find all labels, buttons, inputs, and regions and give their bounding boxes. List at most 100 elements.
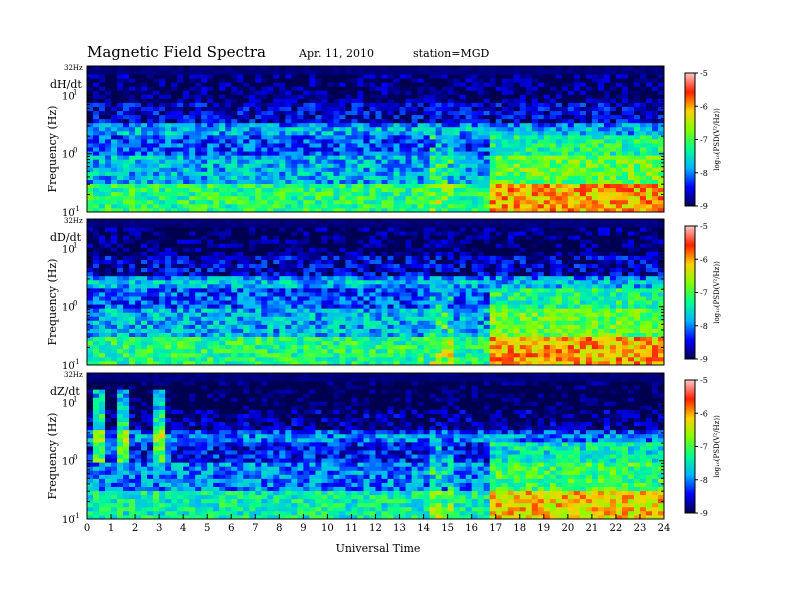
spectrogram-cell bbox=[105, 328, 112, 333]
spectrogram-cell bbox=[657, 360, 665, 366]
spectrogram-cell bbox=[111, 304, 118, 309]
spectrogram-cell bbox=[147, 114, 154, 120]
spectrogram-cell bbox=[273, 118, 280, 124]
spectrogram-cell bbox=[543, 98, 551, 103]
spectrogram-cell bbox=[621, 183, 629, 189]
spectrogram-cell bbox=[249, 352, 256, 358]
spectrogram-cell bbox=[621, 78, 629, 83]
spectrogram-cell bbox=[321, 203, 328, 209]
spectrogram-cell bbox=[321, 90, 328, 95]
spectrogram-cell bbox=[375, 94, 382, 99]
spectrogram-cell bbox=[567, 171, 575, 176]
spectrogram-cell bbox=[123, 70, 130, 75]
spectrogram-cell bbox=[603, 102, 611, 107]
spectrogram-cell bbox=[621, 151, 629, 156]
spectrogram-cell bbox=[219, 348, 226, 354]
spectrogram-cell bbox=[657, 199, 665, 205]
spectrogram-cell bbox=[657, 66, 665, 71]
spectrogram-cell bbox=[345, 151, 352, 156]
spectrogram-cell bbox=[309, 94, 316, 99]
spectrogram-cell bbox=[303, 348, 310, 354]
spectrogram-cell bbox=[597, 308, 605, 313]
spectrogram-cell bbox=[423, 86, 430, 91]
spectrogram-cell bbox=[309, 316, 316, 321]
spectrogram-cell bbox=[231, 114, 238, 120]
spectrogram-cell bbox=[195, 134, 202, 140]
spectrogram-cell bbox=[195, 328, 202, 333]
spectrogram-cell bbox=[417, 336, 424, 342]
spectrogram-cell bbox=[519, 66, 527, 71]
spectrogram-cell bbox=[477, 352, 485, 358]
spectrogram-cell bbox=[315, 175, 322, 180]
spectrogram-cell bbox=[471, 90, 479, 95]
spectrogram-cell bbox=[183, 126, 190, 132]
spectrogram-cell bbox=[147, 308, 154, 313]
spectrogram-cell bbox=[399, 94, 406, 99]
spectrogram-cell bbox=[423, 102, 430, 107]
spectrogram-cell bbox=[177, 356, 184, 362]
spectrogram-cell bbox=[627, 320, 635, 325]
spectrogram-cell bbox=[585, 308, 593, 313]
spectrogram-cell bbox=[429, 175, 436, 180]
spectrogram-cell bbox=[435, 139, 443, 144]
spectrogram-cell bbox=[519, 126, 527, 132]
spectrogram-cell bbox=[579, 143, 587, 148]
spectrogram-cell bbox=[447, 167, 455, 172]
spectrogram-cell bbox=[363, 106, 370, 112]
spectrogram-cell bbox=[159, 155, 166, 160]
spectrogram-cell bbox=[93, 348, 100, 354]
spectrogram-cell bbox=[501, 308, 509, 313]
spectrogram-cell bbox=[87, 139, 94, 144]
spectrogram-cell bbox=[147, 130, 154, 136]
spectrogram-cell bbox=[561, 191, 569, 197]
spectrogram-cell bbox=[447, 147, 455, 152]
spectrogram-cell bbox=[381, 122, 388, 128]
spectrogram-cell bbox=[543, 348, 551, 354]
spectrogram-cell bbox=[543, 94, 551, 99]
spectrogram-cell bbox=[411, 106, 418, 112]
spectrogram-cell bbox=[537, 151, 545, 156]
spectrogram-cell bbox=[651, 98, 659, 103]
spectrogram-cell bbox=[621, 171, 629, 176]
spectrogram-cell bbox=[447, 134, 455, 140]
spectrogram-cell bbox=[237, 151, 244, 156]
spectrogram-cell bbox=[279, 203, 286, 209]
spectrogram-cell bbox=[177, 102, 184, 107]
spectrogram-cell bbox=[585, 175, 593, 180]
spectrogram-cell bbox=[369, 356, 376, 362]
spectrogram-cell bbox=[609, 207, 617, 213]
spectrogram-cell bbox=[591, 191, 599, 197]
spectrogram-cell bbox=[123, 183, 130, 189]
spectrogram-cell bbox=[339, 171, 346, 176]
spectrogram-cell bbox=[435, 203, 443, 209]
spectrogram-cell bbox=[321, 74, 328, 79]
spectrogram-cell bbox=[129, 179, 136, 185]
spectrogram-cell bbox=[333, 122, 340, 128]
spectrogram-cell bbox=[351, 130, 358, 136]
spectrogram-cell bbox=[411, 328, 418, 333]
spectrogram-cell bbox=[99, 70, 106, 75]
spectrogram-cell bbox=[477, 195, 485, 201]
spectrogram-cell bbox=[519, 332, 527, 338]
spectrogram-cell bbox=[255, 179, 262, 185]
spectrogram-cell bbox=[465, 86, 473, 91]
spectrogram-cell bbox=[177, 86, 184, 91]
spectrogram-cell bbox=[345, 175, 352, 180]
spectrogram-cell bbox=[453, 199, 461, 205]
spectrogram-cell bbox=[399, 336, 406, 342]
spectrogram-cell bbox=[507, 114, 515, 120]
spectrogram-cell bbox=[507, 126, 515, 132]
spectrogram-cell bbox=[171, 126, 178, 132]
spectrogram-cell bbox=[243, 78, 250, 83]
spectrogram-cell bbox=[627, 187, 635, 193]
spectrogram-cell bbox=[423, 187, 430, 193]
spectrogram-cell bbox=[459, 324, 467, 329]
spectrogram-cell bbox=[381, 143, 388, 148]
spectrogram-cell bbox=[375, 312, 382, 317]
spectrogram-cell bbox=[117, 151, 124, 156]
spectrogram-cell bbox=[327, 316, 334, 321]
spectrogram-cell bbox=[159, 332, 166, 338]
spectrogram-cell bbox=[399, 183, 406, 189]
spectrogram-cell bbox=[297, 356, 304, 362]
